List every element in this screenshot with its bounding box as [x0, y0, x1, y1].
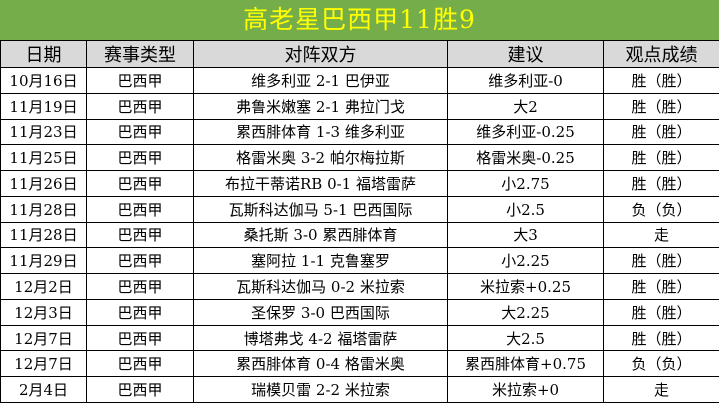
table-row: 11月25日 巴西甲 格雷米奥 3-2 帕尔梅拉斯 格雷米奥-0.25 胜（胜）: [0, 144, 719, 172]
result-cell: 走: [603, 221, 719, 249]
league-cell: 巴西甲: [86, 170, 194, 197]
date-cell: 11月23日: [0, 118, 87, 146]
header-league: 赛事类型: [86, 40, 194, 68]
date-cell: 2月4日: [0, 376, 87, 403]
league-cell: 巴西甲: [86, 118, 194, 146]
date-cell: 12月3日: [0, 298, 87, 326]
result-cell: 胜（胜）: [603, 273, 719, 300]
league-cell: 巴西甲: [86, 221, 194, 249]
result-cell: 胜（胜）: [603, 92, 719, 120]
league-cell: 巴西甲: [86, 273, 194, 300]
results-table: 日期 赛事类型 对阵双方 建议 观点成绩 10月16日 巴西甲 维多利亚 2-1 巴…: [0, 40, 719, 403]
tip-cell: 累西腓体育+0.75: [447, 350, 604, 378]
result-cell: 走: [603, 376, 719, 403]
league-cell: 巴西甲: [86, 350, 194, 378]
tip-cell: 小2.5: [447, 195, 604, 223]
date-cell: 12月2日: [0, 273, 87, 300]
result-cell: 负（负）: [603, 195, 719, 223]
tip-cell: 格雷米奥-0.25: [447, 144, 604, 172]
match-cell: 瓦斯科达伽马 0-2 米拉索: [193, 273, 448, 300]
table-row: 12月7日 巴西甲 累西腓体育 0-4 格雷米奥 累西腓体育+0.75 负（负）: [0, 350, 719, 378]
date-cell: 11月28日: [0, 195, 87, 223]
table-row: 2月4日 巴西甲 瑞模贝雷 2-2 米拉索 米拉索+0 走: [0, 376, 719, 403]
date-cell: 11月29日: [0, 247, 87, 275]
league-cell: 巴西甲: [86, 67, 194, 94]
tip-cell: 大2.5: [447, 324, 604, 352]
league-cell: 巴西甲: [86, 324, 194, 352]
table-row: 11月28日 巴西甲 桑托斯 3-0 累西腓体育 大3 走: [0, 221, 719, 249]
date-cell: 11月26日: [0, 170, 87, 197]
league-cell: 巴西甲: [86, 376, 194, 403]
match-cell: 圣保罗 3-0 巴西国际: [193, 298, 448, 326]
table-row: 11月19日 巴西甲 弗鲁米嫩塞 2-1 弗拉门戈 大2 胜（胜）: [0, 92, 719, 120]
table-row: 12月2日 巴西甲 瓦斯科达伽马 0-2 米拉索 米拉索+0.25 胜（胜）: [0, 273, 719, 300]
table-row: 11月28日 巴西甲 瓦斯科达伽马 5-1 巴西国际 小2.5 负（负）: [0, 195, 719, 223]
result-cell: 胜（胜）: [603, 67, 719, 94]
tip-cell: 维多利亚-0.25: [447, 118, 604, 146]
match-cell: 累西腓体育 0-4 格雷米奥: [193, 350, 448, 378]
match-cell: 维多利亚 2-1 巴伊亚: [193, 67, 448, 94]
league-cell: 巴西甲: [86, 298, 194, 326]
match-cell: 累西腓体育 1-3 维多利亚: [193, 118, 448, 146]
table-body: 10月16日 巴西甲 维多利亚 2-1 巴伊亚 维多利亚-0 胜（胜） 11月19日 巴西甲…: [0, 67, 719, 403]
tip-cell: 维多利亚-0: [447, 67, 604, 94]
match-cell: 布拉干蒂诺RB 0-1 福塔雷萨: [193, 170, 448, 197]
table-header: 日期 赛事类型 对阵双方 建议 观点成绩: [0, 40, 719, 68]
header-result: 观点成绩: [603, 40, 719, 68]
tip-cell: 米拉索+0.25: [447, 273, 604, 300]
result-cell: 胜（胜）: [603, 170, 719, 197]
header-row: 日期 赛事类型 对阵双方 建议 观点成绩: [0, 40, 719, 68]
result-cell: 胜（胜）: [603, 298, 719, 326]
league-cell: 巴西甲: [86, 195, 194, 223]
result-cell: 胜（胜）: [603, 144, 719, 172]
date-cell: 11月19日: [0, 92, 87, 120]
table-row: 11月26日 巴西甲 布拉干蒂诺RB 0-1 福塔雷萨 小2.75 胜（胜）: [0, 170, 719, 197]
match-cell: 瑞模贝雷 2-2 米拉索: [193, 376, 448, 403]
tip-cell: 大2: [447, 92, 604, 120]
result-cell: 胜（胜）: [603, 247, 719, 275]
result-cell: 胜（胜）: [603, 118, 719, 146]
date-cell: 12月7日: [0, 350, 87, 378]
tip-cell: 大2.25: [447, 298, 604, 326]
result-cell: 负（负）: [603, 350, 719, 378]
match-cell: 瓦斯科达伽马 5-1 巴西国际: [193, 195, 448, 223]
tip-cell: 大3: [447, 221, 604, 249]
match-cell: 格雷米奥 3-2 帕尔梅拉斯: [193, 144, 448, 172]
tip-cell: 米拉索+0: [447, 376, 604, 403]
table-row: 11月29日 巴西甲 塞阿拉 1-1 克鲁塞罗 小2.25 胜（胜）: [0, 247, 719, 275]
match-cell: 弗鲁米嫩塞 2-1 弗拉门戈: [193, 92, 448, 120]
match-cell: 桑托斯 3-0 累西腓体育: [193, 221, 448, 249]
league-cell: 巴西甲: [86, 247, 194, 275]
header-tip: 建议: [447, 40, 604, 68]
match-cell: 博塔弗戈 4-2 福塔雷萨: [193, 324, 448, 352]
league-cell: 巴西甲: [86, 144, 194, 172]
date-cell: 11月25日: [0, 144, 87, 172]
table-row: 12月3日 巴西甲 圣保罗 3-0 巴西国际 大2.25 胜（胜）: [0, 298, 719, 326]
tip-cell: 小2.25: [447, 247, 604, 275]
table-row: 10月16日 巴西甲 维多利亚 2-1 巴伊亚 维多利亚-0 胜（胜）: [0, 67, 719, 94]
tip-cell: 小2.75: [447, 170, 604, 197]
match-cell: 塞阿拉 1-1 克鲁塞罗: [193, 247, 448, 275]
table-row: 12月7日 巴西甲 博塔弗戈 4-2 福塔雷萨 大2.5 胜（胜）: [0, 324, 719, 352]
header-date: 日期: [0, 40, 87, 68]
date-cell: 12月7日: [0, 324, 87, 352]
date-cell: 10月16日: [0, 67, 87, 94]
result-cell: 胜（胜）: [603, 324, 719, 352]
header-match: 对阵双方: [193, 40, 448, 68]
league-cell: 巴西甲: [86, 92, 194, 120]
table-row: 11月23日 巴西甲 累西腓体育 1-3 维多利亚 维多利亚-0.25 胜（胜）: [0, 118, 719, 146]
date-cell: 11月28日: [0, 221, 87, 249]
page-title: 高老星巴西甲11胜9: [0, 0, 719, 40]
